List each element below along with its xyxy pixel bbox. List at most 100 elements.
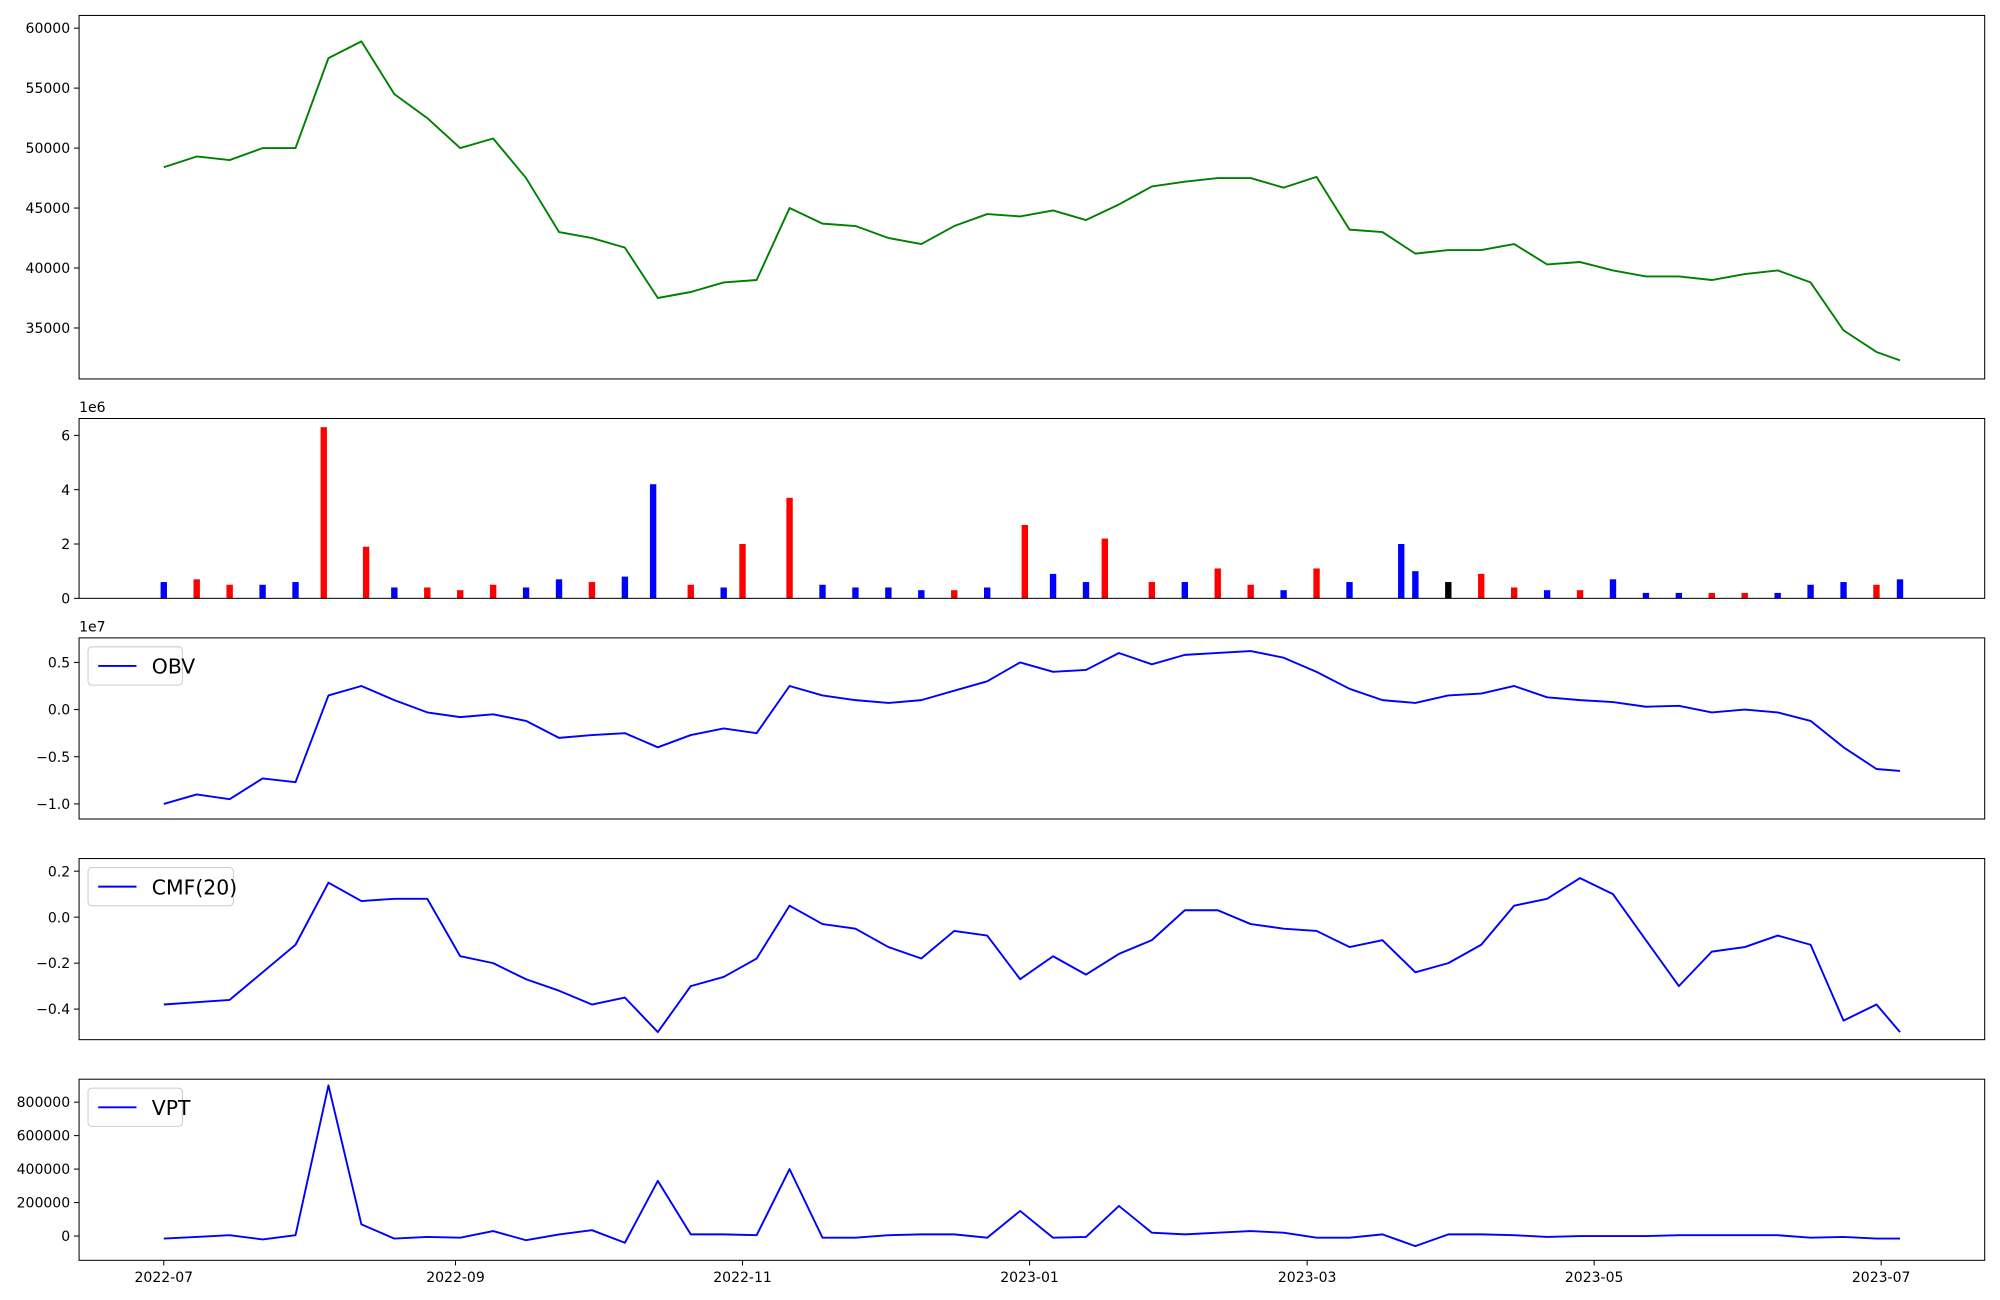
- y-tick-label: 0.0: [48, 703, 70, 719]
- bar: [555, 579, 563, 599]
- bar: [193, 579, 200, 599]
- bar: [1741, 592, 1748, 599]
- bar: [1807, 584, 1814, 599]
- axes-frame: [78, 417, 1986, 599]
- axes-frame: [78, 14, 1986, 380]
- bar: [522, 587, 530, 599]
- legend-label: OBV: [152, 655, 195, 679]
- axes-frame: [78, 1078, 1986, 1261]
- y-tick-label: 0.2: [48, 864, 70, 880]
- y-tick-label: 200000: [17, 1196, 71, 1212]
- bar: [1181, 582, 1188, 599]
- bar: [1412, 571, 1419, 599]
- bar: [1101, 538, 1109, 599]
- legend: CMF(20): [87, 866, 237, 907]
- bar: [1774, 592, 1781, 599]
- y-tick-label: 45000: [26, 201, 71, 217]
- bar: [1313, 568, 1320, 599]
- panel: −0.4 −0.2 0.0 0.2 CMF(20): [36, 858, 1986, 1041]
- bar: [391, 587, 398, 599]
- y-tick-label: 50000: [26, 141, 71, 157]
- bar: [424, 587, 431, 599]
- y-tick-label: 55000: [26, 81, 71, 97]
- x-tick-label: 2023-05: [1565, 1270, 1624, 1286]
- x-tick-label: 2022-11: [713, 1270, 772, 1286]
- bar: [1445, 582, 1452, 599]
- bar: [1082, 582, 1090, 599]
- line: [163, 1084, 1900, 1248]
- bar: [819, 584, 826, 599]
- bar: [1510, 587, 1518, 599]
- bar: [1609, 579, 1617, 599]
- bar: [720, 587, 727, 599]
- bar: [259, 584, 266, 599]
- x-tick-label: 2023-01: [1000, 1270, 1059, 1286]
- line: [163, 40, 1901, 362]
- y-tick-label: 40000: [26, 261, 71, 277]
- y-tick-label: 4: [61, 483, 70, 499]
- y-tick-label: 60000: [26, 21, 71, 37]
- legend-label: VPT: [152, 1096, 191, 1120]
- panel: 0 2 4 6 1e6: [61, 400, 1986, 607]
- y-tick-label: 0.0: [48, 910, 70, 926]
- bar: [885, 587, 892, 599]
- bar: [1576, 590, 1584, 599]
- line: [163, 877, 1901, 1034]
- bar: [1896, 579, 1904, 599]
- bar: [320, 427, 327, 599]
- bar: [1247, 584, 1254, 599]
- bar: [1478, 573, 1485, 599]
- legend-label: CMF(20): [152, 875, 237, 899]
- legend: OBV: [87, 646, 195, 686]
- y-tick-label: 0.5: [48, 656, 70, 672]
- y-tick-label: 0: [61, 1229, 70, 1245]
- bar: [1543, 590, 1551, 599]
- bar: [739, 544, 746, 599]
- bar: [1346, 582, 1353, 599]
- bar: [1642, 592, 1650, 599]
- bar: [786, 497, 793, 599]
- bar: [1148, 582, 1156, 599]
- bar: [649, 484, 657, 599]
- bar: [1708, 592, 1715, 599]
- bar: [1280, 590, 1287, 599]
- legend: VPT: [87, 1087, 191, 1127]
- x-tick-label: 2023-03: [1278, 1270, 1337, 1286]
- bar: [226, 584, 233, 599]
- y-tick-label: −0.2: [36, 956, 70, 972]
- bar: [489, 584, 497, 599]
- axes-frame: [78, 637, 1986, 820]
- panel: 35000 40000 45000 50000 55000 60000: [26, 14, 1986, 380]
- panel: −1.0 −0.5 0.0 0.5 1e7 OBV: [36, 620, 1986, 820]
- bar: [1049, 573, 1057, 599]
- y-tick-label: 35000: [26, 321, 71, 337]
- offset-label: 1e7: [79, 620, 105, 636]
- bar: [362, 546, 370, 599]
- x-tick-label: 2022-07: [134, 1270, 193, 1286]
- panel: 0 200000 400000 600000 800000 2022-07 2022-09 2…: [17, 1078, 1986, 1286]
- bar: [588, 582, 596, 599]
- x-tick-label: 2022-09: [426, 1270, 485, 1286]
- bar: [687, 584, 694, 599]
- bar: [292, 582, 299, 599]
- y-tick-label: 6: [61, 428, 70, 444]
- bar: [457, 590, 464, 599]
- legend-box: [87, 866, 234, 907]
- bar: [1021, 524, 1029, 599]
- y-tick-label: 2: [61, 537, 70, 553]
- bar: [621, 576, 629, 599]
- bar: [852, 587, 859, 599]
- bar: [1675, 592, 1683, 599]
- bar: [951, 590, 958, 599]
- y-tick-label: 800000: [17, 1095, 71, 1111]
- axes-frame: [78, 858, 1986, 1041]
- x-tick-label: 2023-07: [1852, 1270, 1911, 1286]
- bar: [1873, 584, 1880, 599]
- y-tick-label: −1.0: [36, 797, 70, 813]
- bar: [1840, 582, 1847, 599]
- bar: [1398, 544, 1405, 599]
- y-tick-label: −0.5: [36, 750, 70, 766]
- bar: [1214, 568, 1221, 599]
- bar: [918, 590, 925, 599]
